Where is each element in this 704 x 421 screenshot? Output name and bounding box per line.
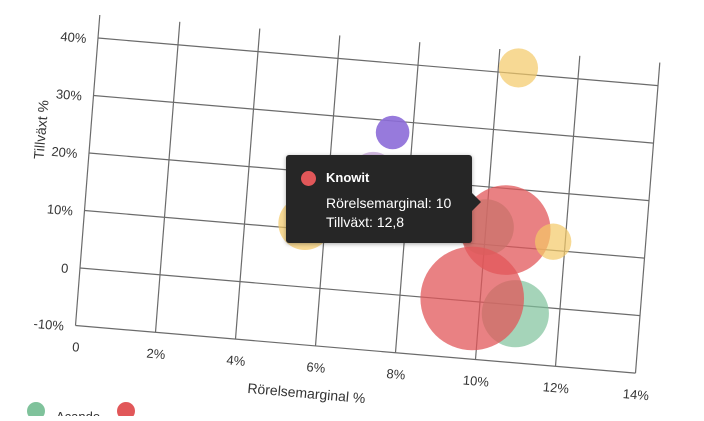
y-axis-label: Tillväxt % [30, 99, 51, 160]
x-tick-label: 2% [146, 346, 166, 363]
horizontal-grid-line [97, 37, 659, 87]
legend-label: Acando [56, 409, 100, 416]
tooltip-x-value: Rörelsemarginal: 10 [326, 195, 452, 211]
vertical-grid-line [154, 21, 181, 333]
x-tick-label: 14% [622, 386, 650, 403]
y-tick-label: 20% [51, 144, 79, 161]
legend-marker [117, 402, 135, 420]
y-tick-label: 30% [55, 86, 83, 103]
x-tick-label: 0 [72, 339, 81, 355]
data-bubble [534, 223, 572, 260]
x-tick-label: 8% [386, 366, 406, 383]
data-bubble [460, 185, 551, 275]
y-tick-label: 0 [61, 260, 70, 276]
y-tick-label: -10% [33, 316, 65, 334]
tooltip-title: Knowit [326, 170, 370, 185]
data-bubble [375, 115, 410, 150]
x-tick-label: 4% [226, 352, 246, 369]
horizontal-grid-line [79, 267, 641, 317]
tooltip-arrow [472, 193, 481, 211]
x-tick-label: 10% [462, 372, 490, 389]
x-axis-label: Rörelsemarginal % [247, 380, 366, 406]
data-bubble [498, 48, 539, 88]
horizontal-grid-line [93, 94, 654, 144]
y-tick-label: 10% [46, 201, 74, 218]
legend: Acando [27, 402, 135, 421]
x-tick-label: 12% [542, 379, 570, 396]
legend-marker [27, 402, 45, 420]
y-tick-label: 40% [60, 29, 88, 46]
tooltip-y-value: Tillväxt: 12,8 [326, 214, 405, 230]
vertical-grid-line [634, 62, 661, 374]
x-tick-label: 6% [306, 359, 326, 376]
vertical-grid-line [74, 14, 101, 326]
tick-labels: 0 2% 4% 6% 8% 10% 12% 14% -10% 0 10% 20% 30% 40% [33, 29, 650, 403]
vertical-grid-line [234, 28, 261, 340]
horizontal-grid-line [75, 324, 636, 374]
data-tooltip: Knowit Rörelsemarginal: 10 Tillväxt: 12,… [286, 155, 481, 243]
tooltip-color-dot [301, 171, 316, 186]
vertical-grid-line [554, 55, 581, 367]
